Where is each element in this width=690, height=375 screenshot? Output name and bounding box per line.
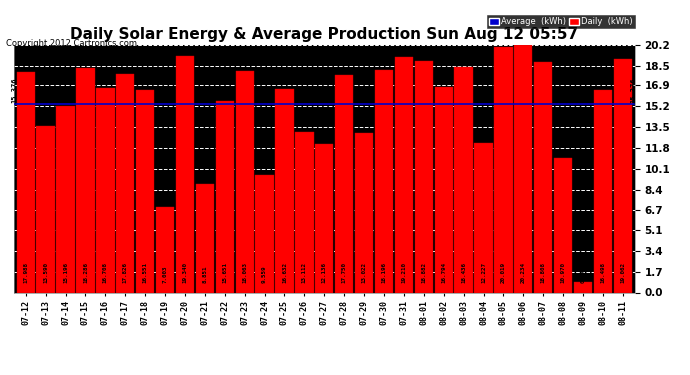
Bar (275, 89, 294, 292)
Text: 18.882: 18.882 (422, 262, 426, 283)
Bar (335, 75, 353, 292)
Bar (375, 69, 393, 292)
Bar (196, 184, 214, 292)
Text: 19.210: 19.210 (402, 262, 406, 283)
Text: 18.808: 18.808 (541, 262, 546, 283)
Title: Daily Solar Energy & Average Production Sun Aug 12 05:57: Daily Solar Energy & Average Production … (70, 27, 578, 42)
Text: 8.851: 8.851 (202, 265, 208, 283)
Text: Copyright 2012 Cartronics.com: Copyright 2012 Cartronics.com (6, 39, 137, 48)
Text: 17.750: 17.750 (342, 262, 346, 283)
Text: 15.376: 15.376 (631, 77, 637, 103)
Text: 18.063: 18.063 (242, 262, 247, 283)
Text: 17.988: 17.988 (23, 262, 28, 283)
Bar (415, 61, 433, 292)
Text: 0.874: 0.874 (580, 265, 586, 283)
Bar (494, 47, 513, 292)
Bar (455, 67, 473, 292)
Text: 12.136: 12.136 (322, 262, 327, 283)
Text: 9.559: 9.559 (262, 265, 267, 283)
Text: 18.436: 18.436 (461, 262, 466, 283)
Bar (574, 282, 592, 292)
Bar (235, 71, 254, 292)
Text: 13.590: 13.590 (43, 262, 48, 283)
Bar (554, 158, 572, 292)
Bar (395, 57, 413, 292)
Text: 16.708: 16.708 (103, 262, 108, 283)
Bar (176, 56, 194, 292)
Bar (594, 90, 612, 292)
Bar (613, 59, 632, 292)
Text: 20.234: 20.234 (521, 262, 526, 283)
Bar (96, 88, 115, 292)
Bar (534, 62, 553, 292)
Text: 12.227: 12.227 (481, 262, 486, 283)
Bar (77, 69, 95, 292)
Text: 15.196: 15.196 (63, 262, 68, 283)
Bar (116, 74, 135, 292)
Bar (37, 126, 55, 292)
Text: 17.826: 17.826 (123, 262, 128, 283)
Text: 7.003: 7.003 (163, 265, 168, 283)
Text: 19.062: 19.062 (620, 262, 625, 283)
Text: 10.970: 10.970 (561, 262, 566, 283)
Text: 16.632: 16.632 (282, 262, 287, 283)
Text: 16.794: 16.794 (441, 262, 446, 283)
Bar (136, 90, 155, 292)
Bar (475, 143, 493, 292)
Bar (295, 132, 313, 292)
Text: 15.376: 15.376 (12, 77, 18, 103)
Bar (17, 72, 35, 292)
Text: 16.498: 16.498 (600, 262, 605, 283)
Bar (514, 45, 533, 292)
Bar (355, 133, 373, 292)
Text: 13.022: 13.022 (362, 262, 366, 283)
Text: 15.651: 15.651 (222, 262, 227, 283)
Text: 19.340: 19.340 (182, 262, 188, 283)
Text: 20.019: 20.019 (501, 262, 506, 283)
Text: 16.551: 16.551 (143, 262, 148, 283)
Bar (255, 176, 274, 292)
Text: 13.112: 13.112 (302, 262, 307, 283)
Bar (215, 101, 234, 292)
Legend: Average  (kWh), Daily  (kWh): Average (kWh), Daily (kWh) (486, 15, 635, 28)
Bar (315, 144, 333, 292)
Text: 18.286: 18.286 (83, 262, 88, 283)
Bar (156, 207, 175, 292)
Bar (435, 87, 453, 292)
Bar (57, 106, 75, 292)
Text: 18.196: 18.196 (382, 262, 386, 283)
